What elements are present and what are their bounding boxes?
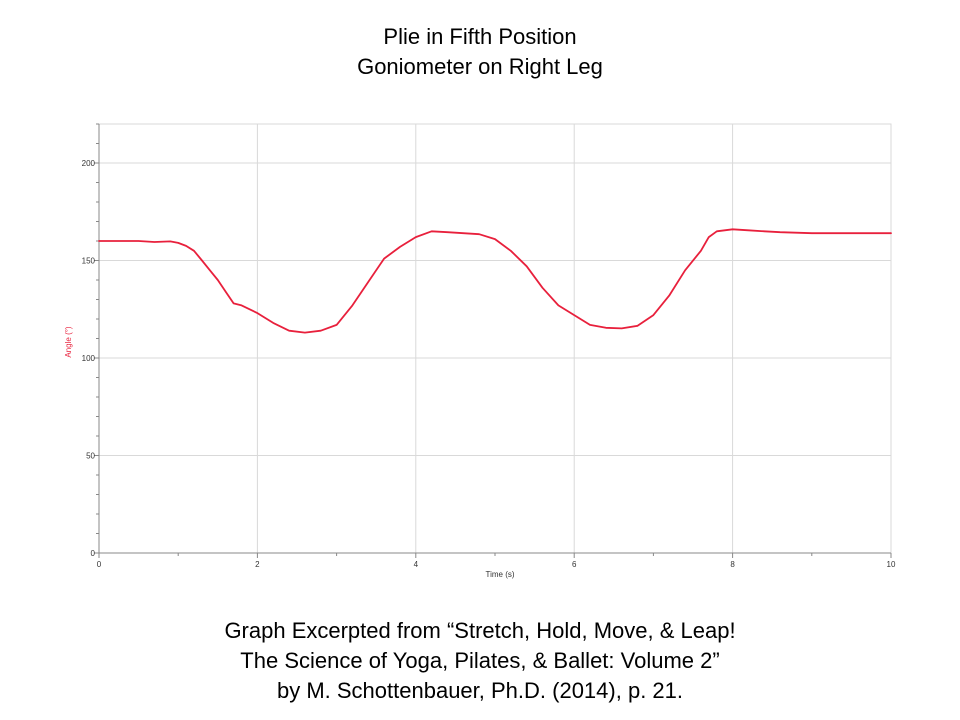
caption-line-1: Graph Excerpted from “Stretch, Hold, Mov… (224, 618, 736, 643)
plot-frame (98, 123, 892, 554)
chart-title-line-1: Plie in Fifth Position (383, 24, 577, 49)
x-tick-label: 8 (730, 560, 735, 569)
x-tick-label: 0 (97, 560, 102, 569)
series-layer (98, 228, 892, 334)
caption-line-3: by M. Schottenbauer, Ph.D. (2014), p. 21… (276, 678, 683, 703)
y-tick-label: 50 (86, 452, 95, 461)
y-tick-label: 0 (91, 549, 96, 558)
y-axis-title: Angle (°) (64, 326, 73, 358)
chart-title-line-2: Goniometer on Right Leg (357, 54, 603, 79)
caption-line-2: The Science of Yoga, Pilates, & Ballet: … (240, 648, 720, 673)
x-tick-label: 4 (414, 560, 419, 569)
y-tick-label: 100 (82, 354, 96, 363)
series-line-0 (98, 228, 892, 334)
x-axis-title: Time (s) (485, 570, 514, 579)
x-tick-label: 6 (572, 560, 577, 569)
y-tick-label: 200 (82, 159, 96, 168)
y-tick-label: 150 (82, 257, 96, 266)
axis-layer (94, 123, 892, 558)
x-tick-label: 10 (887, 560, 896, 569)
grid-layer (98, 123, 892, 554)
x-tick-label: 2 (255, 560, 260, 569)
